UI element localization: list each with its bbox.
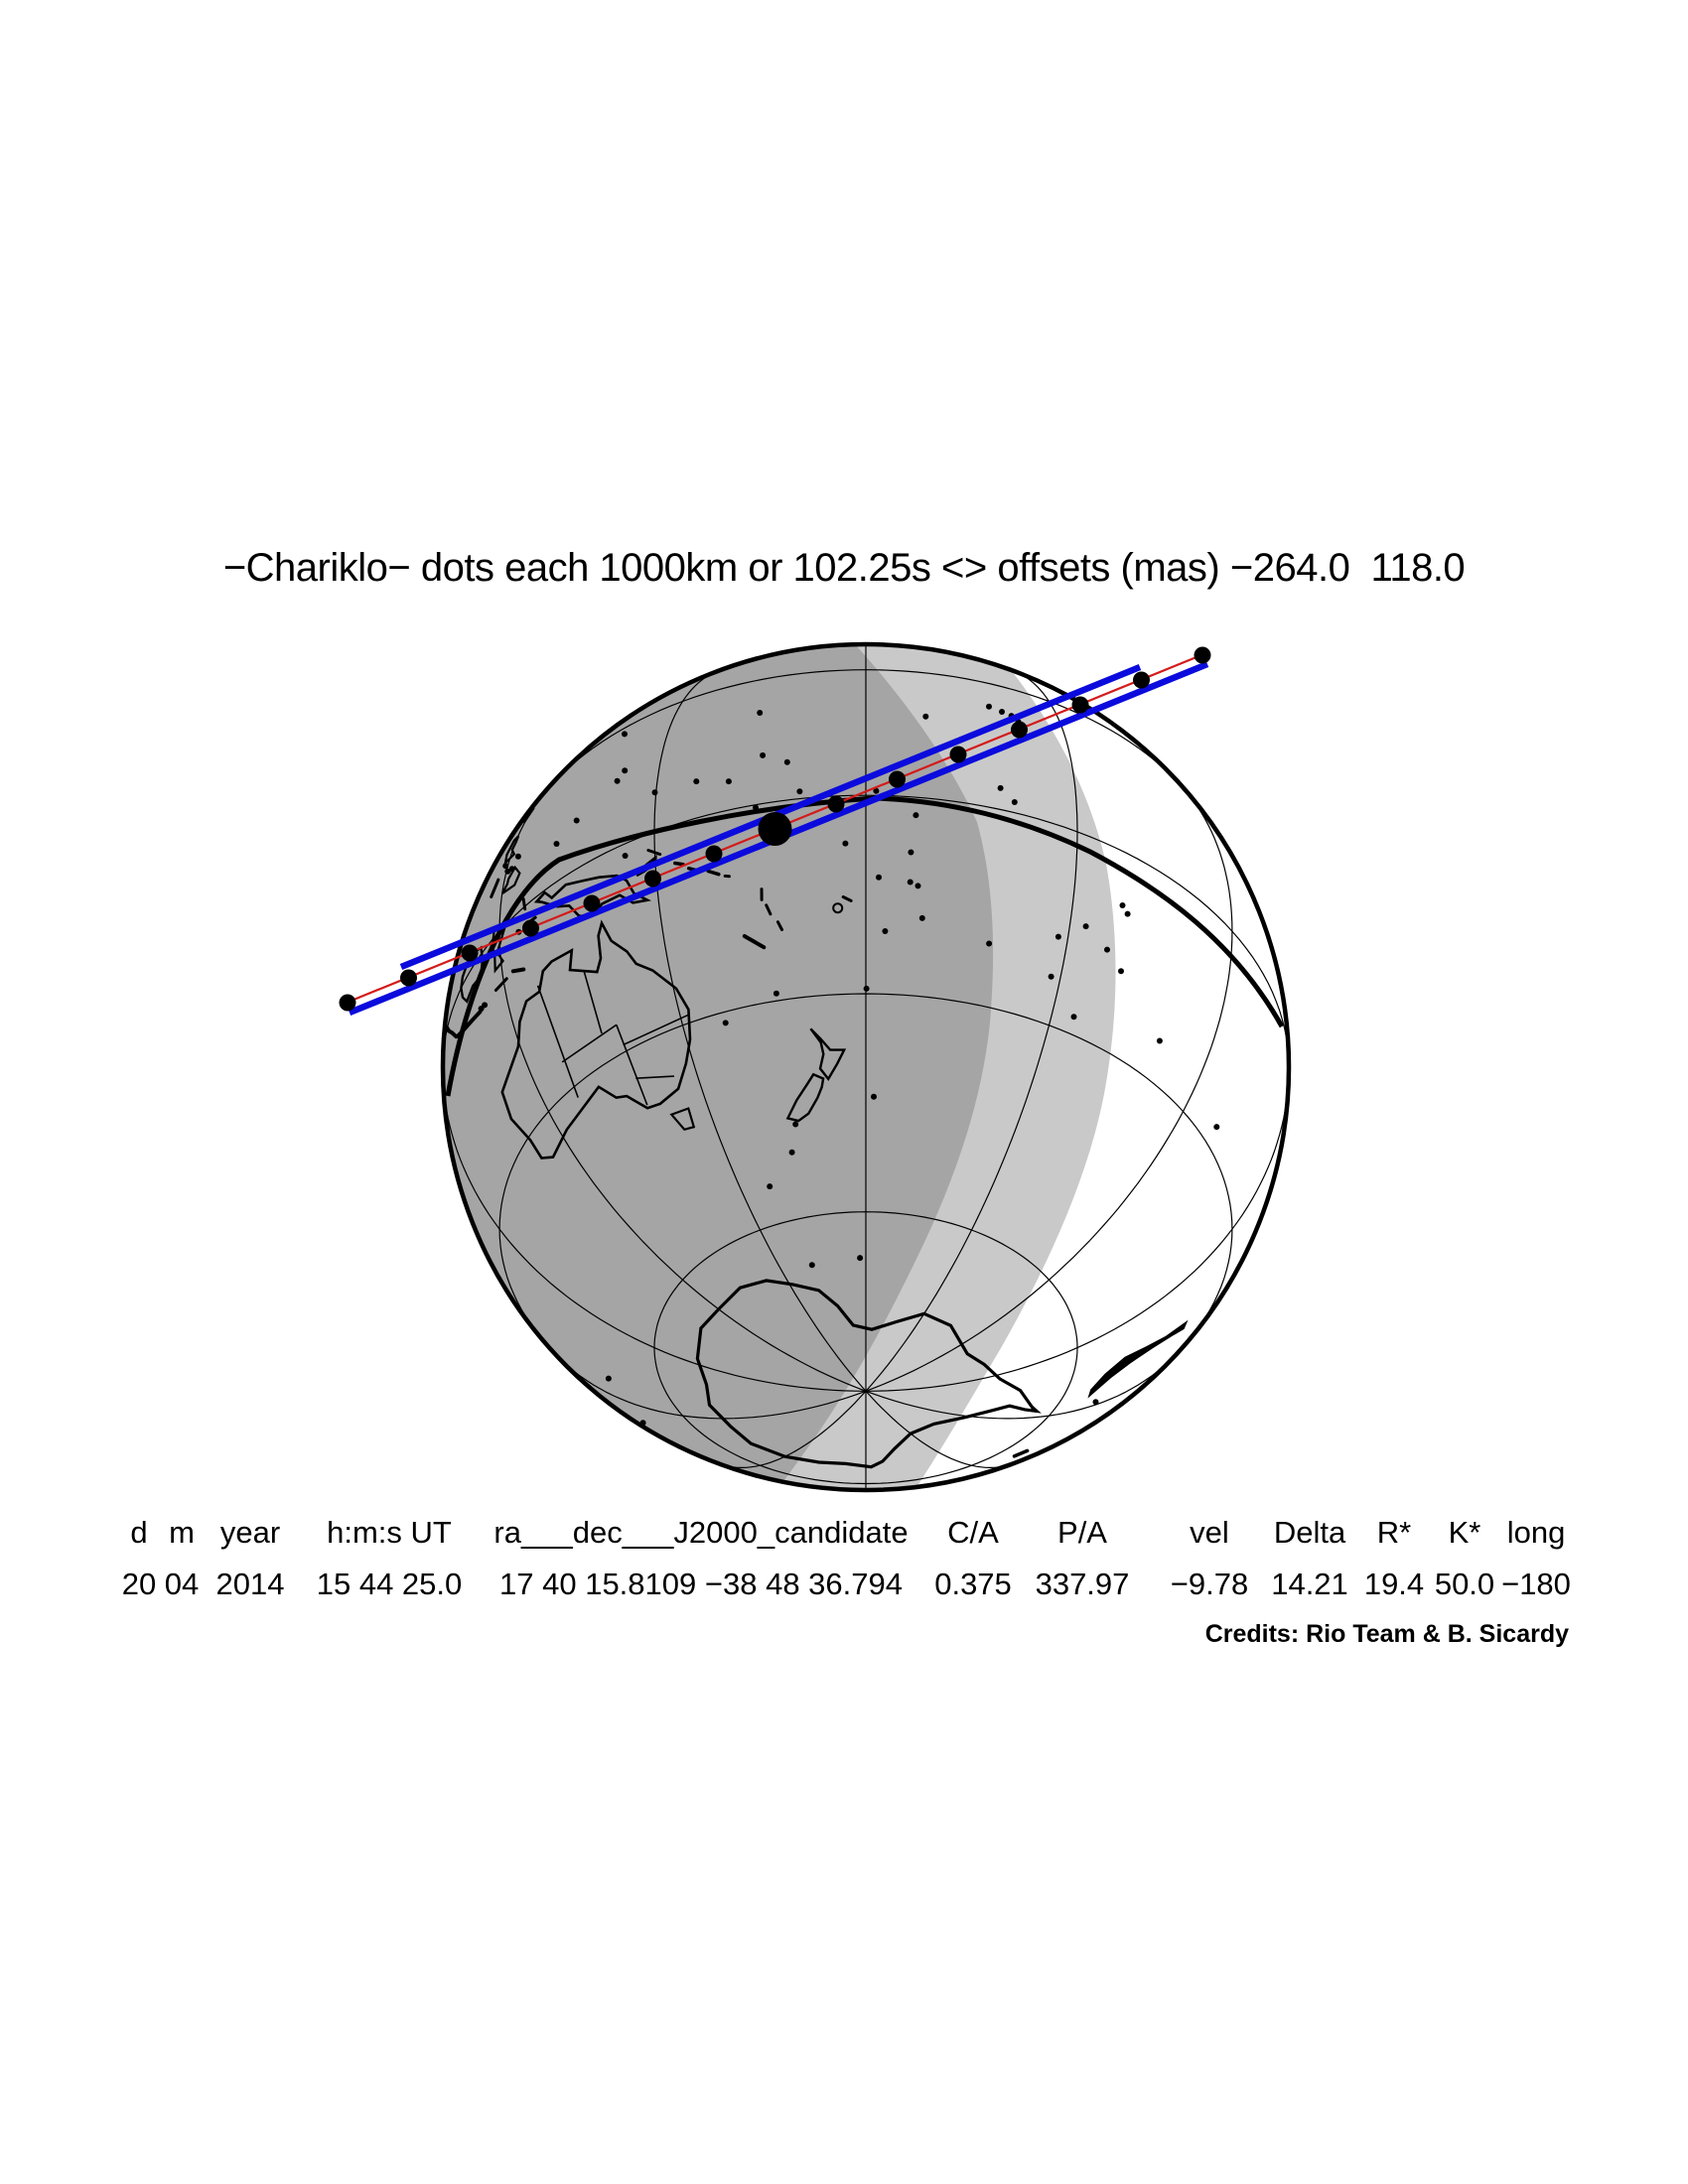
table-col-1-value: 04 [164, 1567, 200, 1601]
table-col-5-header: C/A [947, 1515, 999, 1550]
table-col-7-header: vel [1190, 1515, 1229, 1550]
table-col-0-value: 20 [121, 1567, 157, 1601]
table-col-5-value: 0.375 [934, 1567, 1012, 1601]
table-col-6-value: 337.97 [1035, 1567, 1130, 1601]
table-col-4-value: 17 40 15.8109 −38 48 36.794 [499, 1567, 903, 1601]
table-col-10-header: K* [1448, 1515, 1481, 1550]
table-col-8-value: 14.21 [1271, 1567, 1348, 1601]
table-col-8-header: Delta [1273, 1515, 1346, 1550]
occultation-shadow-path [339, 646, 1211, 1017]
table-col-9-header: R* [1376, 1515, 1412, 1550]
table-col-3-value: 15 44 25.0 [316, 1567, 463, 1601]
table-col-0-header: d [130, 1515, 148, 1550]
table-col-10-value: 50.0 [1434, 1567, 1495, 1601]
table-col-2-value: 2014 [215, 1567, 285, 1601]
table-col-3-header: h:m:s UT [327, 1515, 452, 1550]
table-col-9-value: 19.4 [1363, 1567, 1425, 1601]
table-col-1-header: m [169, 1515, 195, 1550]
table-col-7-value: −9.78 [1170, 1567, 1249, 1601]
table-col-6-header: P/A [1057, 1515, 1107, 1550]
coastlines [445, 703, 1220, 1469]
table-col-2-header: year [219, 1515, 281, 1550]
table-col-11-header: long [1506, 1515, 1566, 1550]
globe-outline [440, 641, 1292, 1493]
table-col-4-header: ra___dec___J2000_candidate [493, 1515, 909, 1550]
page-title: −Chariklo− dots each 1000km or 102.25s <… [222, 546, 1466, 590]
credits-text: Credits: Rio Team & B. Sicardy [1204, 1620, 1569, 1648]
table-col-11-value: −180 [1501, 1567, 1571, 1601]
star-horizon-arc [445, 795, 1285, 1097]
